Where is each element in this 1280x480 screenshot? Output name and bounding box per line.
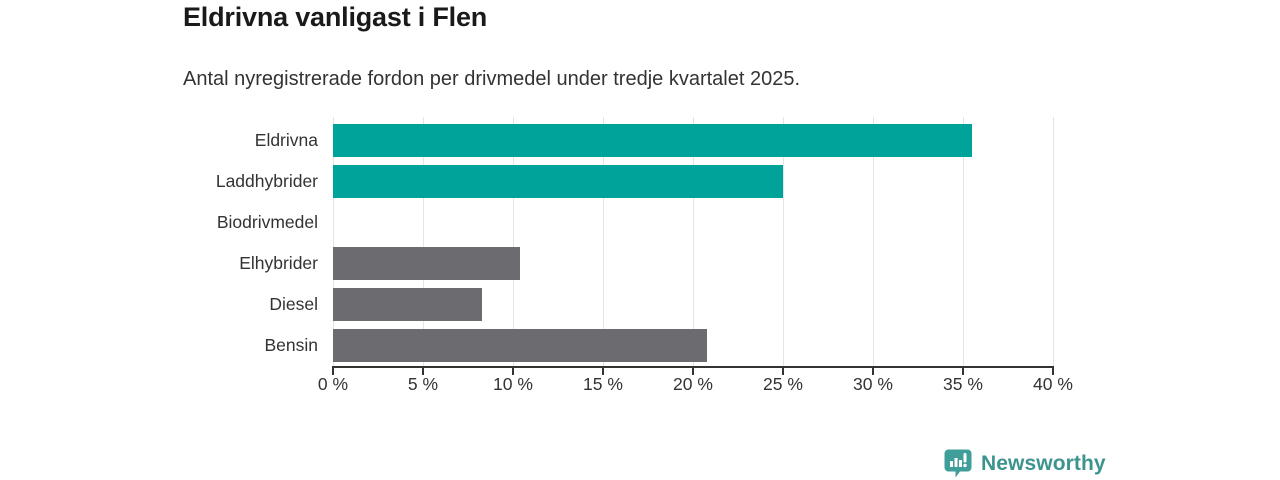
- x-tick-label-5: 5 %: [407, 374, 439, 394]
- bar-row-eldrivna: [333, 120, 1053, 161]
- chart-subtitle: Antal nyregistrerade fordon per drivmede…: [183, 68, 801, 90]
- x-axis-tick-labels: 0 % 5 % 10 % 15 % 20 % 25 % 30 % 35 % 40 %: [318, 374, 1073, 398]
- x-tick-label-40: 40 %: [1033, 374, 1073, 394]
- category-label-eldrivna: Eldrivna: [254, 129, 318, 150]
- gridline-35: [963, 117, 964, 366]
- x-tick-label-30: 30 %: [853, 374, 893, 394]
- category-label-diesel: Diesel: [269, 293, 318, 314]
- x-axis-tick-20: [692, 366, 694, 375]
- category-label-laddhybrider: Laddhybrider: [215, 170, 318, 191]
- gridline-30: [873, 117, 874, 366]
- bar-elhybrider: [333, 246, 521, 280]
- plot-area: [332, 117, 1054, 375]
- category-label-elhybrider: Elhybrider: [239, 252, 318, 273]
- bar-row-biodrivmedel: [333, 202, 1053, 243]
- newsworthy-bar-chart-bubble-icon: [944, 449, 972, 478]
- bar-laddhybrider: [333, 164, 783, 198]
- category-label-bensin: Bensin: [264, 334, 318, 355]
- x-axis-tick-5: [422, 366, 424, 375]
- x-tick-label-25: 25 %: [763, 374, 803, 394]
- gridline-15: [603, 117, 604, 366]
- x-tick-label-20: 20 %: [673, 374, 713, 394]
- x-axis-tick-0: [332, 366, 334, 375]
- newsworthy-wordmark: Newsworthy: [981, 451, 1106, 475]
- x-tick-label-35: 35 %: [943, 374, 983, 394]
- bar-diesel: [333, 287, 483, 321]
- bar-bensin: [333, 328, 708, 362]
- gridline-10: [513, 117, 514, 366]
- gridline-5: [423, 117, 424, 366]
- bar-row-bensin: [333, 325, 1053, 366]
- gridline-25: [783, 117, 784, 366]
- bar-row-laddhybrider: [333, 161, 1053, 202]
- category-label-biodrivmedel: Biodrivmedel: [216, 211, 318, 232]
- x-axis-tick-40: [1052, 366, 1054, 375]
- gridline-40: [1053, 117, 1054, 366]
- x-tick-label-0: 0 %: [317, 374, 349, 394]
- y-axis-category-labels: Eldrivna Laddhybrider Biodrivmedel Elhybrid…: [0, 119, 318, 366]
- bar-eldrivna: [333, 123, 972, 157]
- x-tick-label-15: 15 %: [583, 374, 623, 394]
- x-axis-tick-25: [782, 366, 784, 375]
- x-tick-label-10: 10 %: [493, 374, 533, 394]
- x-axis-tick-10: [512, 366, 514, 375]
- bar-row-elhybrider: [333, 243, 1053, 284]
- x-axis-tick-30: [872, 366, 874, 375]
- x-axis-tick-15: [602, 366, 604, 375]
- newsworthy-logo: Newsworthy: [944, 449, 1106, 478]
- chart-title: Eldrivna vanligast i Flen: [183, 2, 488, 32]
- gridline-0: [333, 117, 334, 366]
- gridline-20: [693, 117, 694, 366]
- bar-row-diesel: [333, 284, 1053, 325]
- x-axis-tick-35: [962, 366, 964, 375]
